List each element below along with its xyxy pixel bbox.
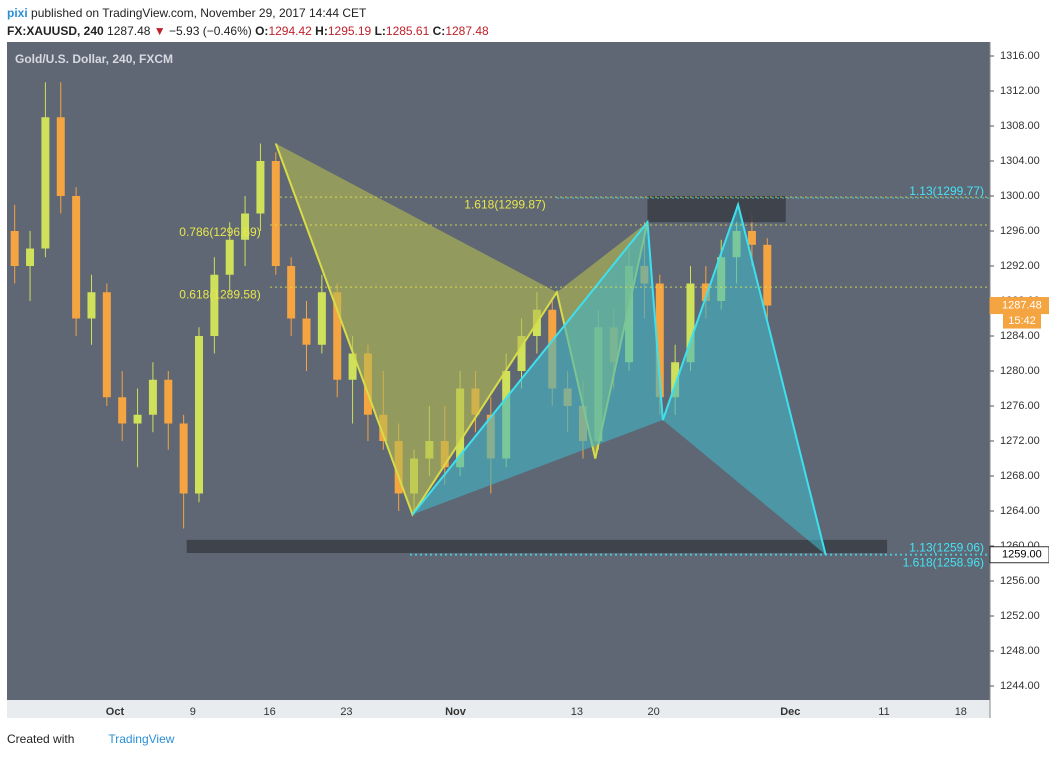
candle-body: [287, 266, 296, 319]
candle-body: [655, 283, 664, 398]
candle-body: [87, 292, 96, 319]
o-label: O:: [255, 24, 269, 38]
price-marker-note-bg: [1003, 313, 1041, 329]
x-tick-label: 11: [878, 706, 889, 718]
level-label: 1.618(1258.96): [903, 555, 984, 569]
candle-body: [194, 336, 203, 494]
candle-body: [225, 239, 234, 275]
candle-body: [210, 274, 219, 336]
x-tick-label: 9: [190, 706, 196, 718]
y-tick-label: 1244.00: [1000, 680, 1040, 692]
candle-body: [271, 161, 280, 266]
y-tick-label: 1280.00: [1000, 365, 1040, 377]
y-tick-label: 1300.00: [1000, 190, 1040, 202]
chart: Gold/U.S. Dollar, 240, FXCM 1244.00 1248.0…: [7, 42, 1049, 718]
y-tick-label: 1304.00: [1000, 155, 1040, 167]
y-tick-label: 1264.00: [1000, 505, 1040, 517]
y-tick-label: 1284.00: [1000, 330, 1040, 342]
header: pixi published on TradingView.com, Novem…: [7, 4, 489, 40]
candle-body: [148, 379, 157, 415]
candle-body: [333, 292, 342, 380]
x-tick-label: Oct: [106, 706, 125, 718]
zone: [647, 196, 786, 223]
time-axis: [7, 700, 990, 718]
candle-body: [671, 362, 680, 398]
candle-body: [10, 231, 19, 266]
candle-body: [686, 283, 695, 363]
publish-line: pixi published on TradingView.com, Novem…: [7, 4, 489, 22]
level-label: 0.786(1296.69): [179, 225, 260, 239]
candle-body: [56, 117, 65, 196]
published: published on TradingView.com, November 2…: [31, 6, 367, 20]
candle-body: [317, 292, 326, 345]
candle-body: [72, 196, 81, 319]
pattern-fill: [275, 143, 557, 515]
candle-body: [701, 283, 710, 301]
pattern-fill: [412, 222, 663, 515]
brand[interactable]: TradingView: [108, 732, 175, 746]
y-tick-label: 1256.00: [1000, 575, 1040, 587]
x-tick-label: Nov: [445, 706, 467, 718]
price-marker-label: 1259.00: [1002, 549, 1042, 561]
chart-title: Gold/U.S. Dollar, 240, FXCM: [15, 52, 173, 66]
quote-line: FX:XAUUSD, 240 1287.48 ▼ −5.93 (−0.46%) …: [7, 22, 489, 40]
y-tick-label: 1312.00: [1000, 85, 1040, 97]
price-marker-label: 1287.48: [1002, 299, 1042, 311]
x-tick-label: 18: [955, 706, 967, 718]
level-label: 1.13(1299.77): [909, 184, 984, 198]
candle-body: [747, 231, 756, 245]
y-tick-label: 1268.00: [1000, 470, 1040, 482]
y-tick-label: 1308.00: [1000, 120, 1040, 132]
candle-body: [763, 244, 772, 306]
y-tick-label: 1276.00: [1000, 400, 1040, 412]
y-tick-label: 1316.00: [1000, 50, 1040, 62]
x-tick-label: 20: [648, 706, 660, 718]
candle-body: [348, 353, 357, 380]
o: 1294.42: [268, 24, 312, 38]
pattern-line: [411, 201, 827, 555]
y-tick-label: 1248.00: [1000, 645, 1040, 657]
l-label: L:: [374, 24, 386, 38]
candle-body: [26, 248, 35, 266]
arrow: ▼: [153, 24, 166, 38]
level-label: 1.618(1299.87): [464, 197, 545, 211]
candle-body: [302, 318, 311, 345]
pattern-fill: [662, 204, 826, 555]
candle-body: [133, 414, 142, 424]
price-marker: [989, 546, 1049, 564]
candle-body: [517, 336, 526, 371]
footer-text: Created with: [7, 732, 75, 746]
y-tick-label: 1272.00: [1000, 435, 1040, 447]
price-marker-note: 15:42: [1008, 315, 1036, 327]
user[interactable]: pixi: [7, 6, 28, 20]
x-tick-label: 16: [264, 706, 276, 718]
y-tick-label: 1296.00: [1000, 225, 1040, 237]
last: 1287.48: [107, 24, 151, 38]
l: 1285.61: [385, 24, 430, 38]
level-label: 1.13(1259.06): [909, 540, 984, 554]
y-tick-label: 1292.00: [1000, 260, 1040, 272]
h-label: H:: [315, 24, 328, 38]
level-label: 0.618(1289.58): [179, 287, 260, 301]
c: 1287.48: [445, 24, 489, 38]
candle-body: [118, 397, 127, 424]
change: −5.93 (−0.46%): [169, 24, 252, 38]
candle-body: [164, 379, 173, 424]
zone: [186, 539, 888, 553]
c-label: C:: [432, 24, 446, 38]
y-tick-label: 1252.00: [1000, 610, 1040, 622]
candle-body: [179, 423, 188, 494]
x-tick-label: 13: [571, 706, 583, 718]
candle-body: [41, 117, 50, 249]
x-tick-label: 23: [340, 706, 352, 718]
x-tick-label: Dec: [780, 706, 800, 718]
candle-body: [102, 292, 111, 398]
h: 1295.19: [327, 24, 372, 38]
footer: Created with TradingView: [7, 732, 174, 746]
symbol: FX:XAUUSD, 240: [7, 24, 104, 38]
candle-body: [241, 213, 250, 240]
candle-body: [256, 161, 265, 214]
